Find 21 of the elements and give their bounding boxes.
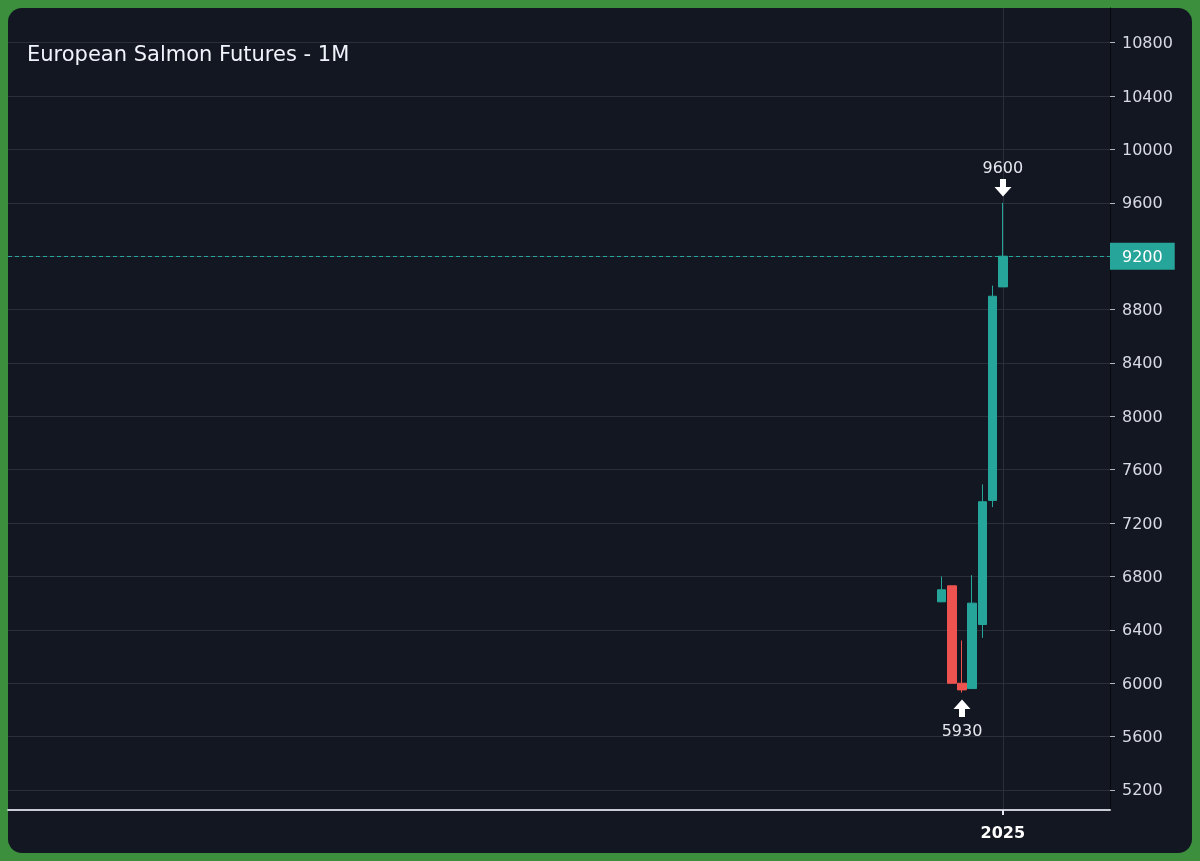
y-tick-label: 7200 bbox=[1122, 513, 1163, 533]
candlestick bbox=[988, 285, 997, 508]
annotation: 9600 bbox=[982, 157, 1024, 177]
y-tick-label: 10000 bbox=[1122, 139, 1173, 159]
y-tick-label: 8800 bbox=[1122, 300, 1163, 320]
y-tick-label: 6800 bbox=[1122, 566, 1163, 586]
y-tick-label: 7600 bbox=[1122, 460, 1163, 480]
candlestick bbox=[937, 575, 946, 603]
y-tick-label: 5200 bbox=[1122, 780, 1163, 800]
text: European Salmon Futures - 1M bbox=[27, 41, 350, 66]
y-tick-label: 8400 bbox=[1122, 353, 1163, 373]
y-tick-label: 5600 bbox=[1122, 727, 1163, 747]
x-tick-label: 2025 bbox=[980, 822, 1026, 842]
y-tick-label: 8000 bbox=[1122, 406, 1163, 426]
y-tick-label: 9200 bbox=[1122, 246, 1163, 266]
y-tick-label: 10400 bbox=[1122, 86, 1173, 106]
y-tick-label: 10800 bbox=[1122, 33, 1173, 53]
y-tick-label: 9600 bbox=[1122, 193, 1163, 213]
y-tick-label: 6000 bbox=[1122, 673, 1163, 693]
y-tick-label: 6400 bbox=[1122, 620, 1163, 640]
annotation: 5930 bbox=[941, 720, 983, 740]
